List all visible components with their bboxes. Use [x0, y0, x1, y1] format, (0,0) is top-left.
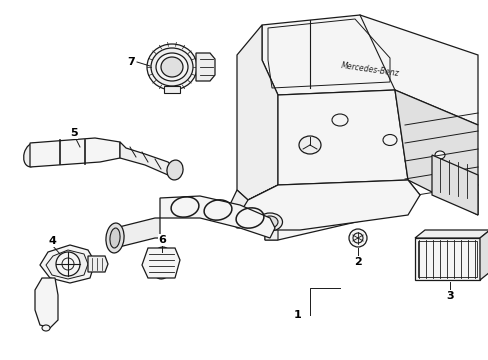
Text: Mercedes-Benz: Mercedes-Benz [340, 62, 399, 78]
Ellipse shape [106, 223, 124, 253]
Ellipse shape [348, 229, 366, 247]
Ellipse shape [298, 136, 320, 154]
Polygon shape [431, 155, 477, 215]
Ellipse shape [257, 213, 282, 231]
Polygon shape [142, 248, 180, 278]
Ellipse shape [156, 53, 187, 81]
Polygon shape [196, 53, 215, 81]
Ellipse shape [166, 160, 183, 180]
Polygon shape [160, 196, 274, 238]
Ellipse shape [382, 135, 396, 145]
Ellipse shape [23, 143, 40, 167]
Polygon shape [120, 142, 178, 175]
Ellipse shape [42, 325, 50, 331]
Polygon shape [414, 238, 479, 280]
Polygon shape [35, 278, 58, 328]
Polygon shape [479, 230, 488, 280]
Ellipse shape [147, 44, 197, 90]
Polygon shape [46, 250, 88, 279]
Polygon shape [264, 215, 278, 240]
Polygon shape [237, 180, 419, 230]
Ellipse shape [56, 252, 80, 276]
Polygon shape [163, 86, 180, 93]
Ellipse shape [262, 216, 278, 228]
Ellipse shape [155, 251, 169, 275]
Polygon shape [264, 180, 419, 240]
Polygon shape [394, 90, 477, 215]
Ellipse shape [151, 48, 193, 86]
Text: 1: 1 [293, 310, 301, 320]
Ellipse shape [434, 151, 444, 159]
Ellipse shape [151, 247, 173, 279]
Polygon shape [237, 25, 278, 200]
Text: 3: 3 [445, 291, 453, 301]
Polygon shape [40, 245, 95, 283]
Polygon shape [278, 90, 407, 185]
Polygon shape [262, 15, 477, 125]
Polygon shape [414, 230, 488, 238]
Polygon shape [224, 185, 278, 228]
Polygon shape [115, 218, 160, 248]
Ellipse shape [161, 57, 183, 77]
Polygon shape [30, 138, 120, 167]
Text: 2: 2 [353, 257, 361, 267]
Ellipse shape [331, 114, 347, 126]
Polygon shape [88, 256, 108, 272]
Text: 5: 5 [70, 128, 78, 138]
Text: 7: 7 [127, 57, 135, 67]
Text: 4: 4 [48, 236, 56, 246]
Ellipse shape [110, 228, 120, 248]
Ellipse shape [352, 233, 362, 243]
Text: 6: 6 [158, 235, 165, 245]
